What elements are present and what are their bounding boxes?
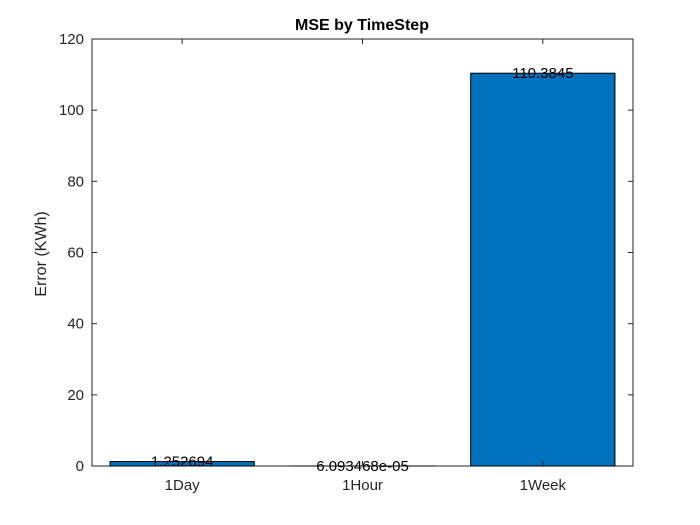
data-label: 1.252694	[151, 454, 214, 471]
y-tick-label: 20	[67, 387, 84, 404]
y-axis-label: Error (KWh)	[33, 211, 50, 296]
bar	[470, 72, 616, 467]
data-label: 110.3845	[512, 65, 573, 82]
chart-title: MSE by TimeStep	[295, 17, 429, 34]
plot-area: 0 20 40 60 80 100 120 1Day 1.252694 1Hour 6.093468…	[59, 31, 634, 494]
x-tick-label: 1Day	[165, 477, 201, 494]
data-label: 6.093468e-05	[316, 458, 409, 475]
x-tick-label: 1Week	[520, 477, 567, 494]
x-tick-label: 1Hour	[342, 477, 383, 494]
y-tick-label: 60	[67, 245, 84, 262]
y-tick-label: 40	[67, 316, 84, 333]
y-tick-label: 0	[76, 458, 84, 475]
y-tick-label: 100	[59, 102, 84, 119]
y-tick-label: 120	[59, 31, 84, 48]
y-tick-label: 80	[67, 173, 84, 190]
